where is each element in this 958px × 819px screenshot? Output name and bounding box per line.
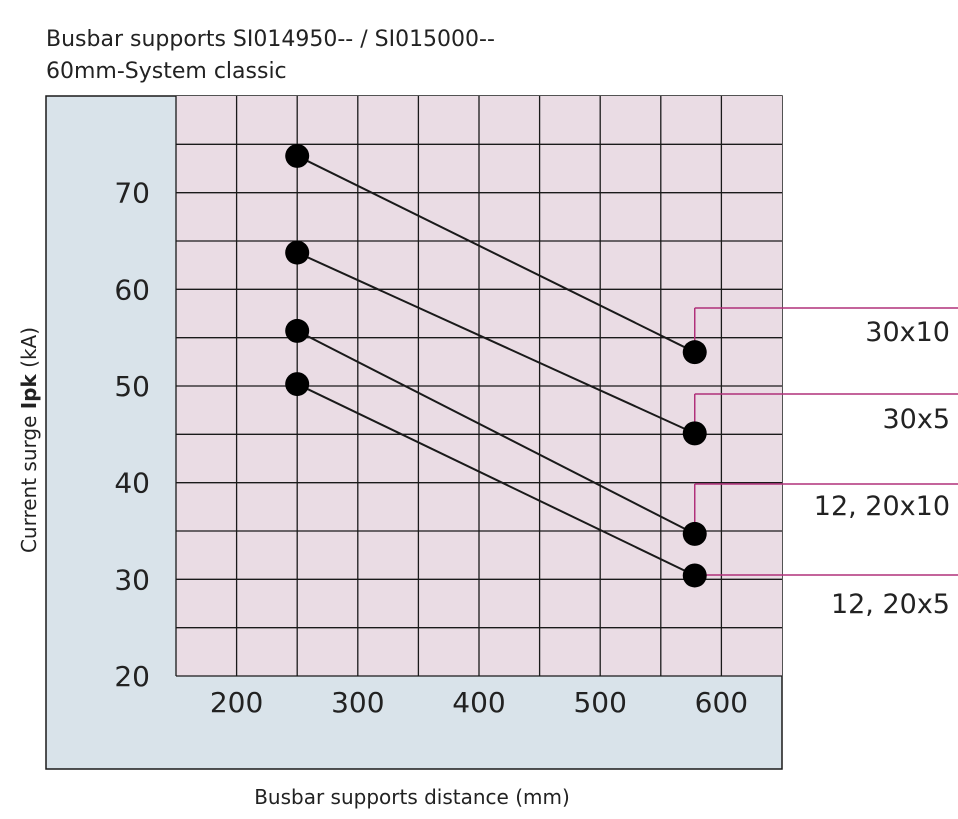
x-tick-labels: 200 300 400 500 600 (210, 686, 748, 719)
series (285, 318, 707, 546)
y-tick-label: 30 (114, 563, 150, 596)
data-point (682, 340, 707, 365)
data-point (682, 563, 707, 588)
chart-title: Busbar supports SI014950-- / SI015000-- (46, 27, 495, 52)
series (285, 143, 707, 365)
data-point (682, 521, 707, 546)
y-tick-labels: 20 30 40 50 60 70 (114, 177, 150, 693)
x-tick-label: 400 (452, 686, 505, 719)
series-line (296, 330, 696, 535)
y-tick-label: 60 (114, 273, 150, 306)
x-axis-label: Busbar supports distance (mm) (254, 785, 570, 809)
series-layer (285, 143, 707, 588)
data-point (682, 421, 707, 446)
series (285, 372, 707, 588)
y-tick-label: 20 (114, 660, 150, 693)
series-label: 12, 20x5 (831, 589, 950, 620)
series-line (296, 155, 696, 354)
data-point (285, 143, 310, 168)
series-labels: 30x10 30x5 12, 20x10 12, 20x5 (814, 317, 950, 620)
y-tick-label: 70 (114, 177, 150, 210)
y-axis-label: Current surge Ipk (kA) (17, 327, 41, 553)
chart-subtitle: 60mm-System classic (46, 59, 287, 84)
series-label: 30x10 (865, 317, 950, 348)
data-point (285, 372, 310, 397)
data-point (285, 318, 310, 343)
data-point (285, 240, 310, 265)
x-tick-label: 600 (695, 686, 748, 719)
x-tick-label: 200 (210, 686, 263, 719)
series-label: 30x5 (882, 404, 950, 435)
x-tick-label: 300 (331, 686, 384, 719)
series-line (296, 383, 696, 577)
series-label: 12, 20x10 (814, 491, 950, 522)
y-tick-label: 50 (114, 370, 150, 403)
grid (175, 96, 782, 677)
series (285, 240, 707, 446)
series-line (296, 251, 696, 435)
y-tick-label: 40 (114, 467, 150, 500)
x-tick-label: 500 (573, 686, 626, 719)
